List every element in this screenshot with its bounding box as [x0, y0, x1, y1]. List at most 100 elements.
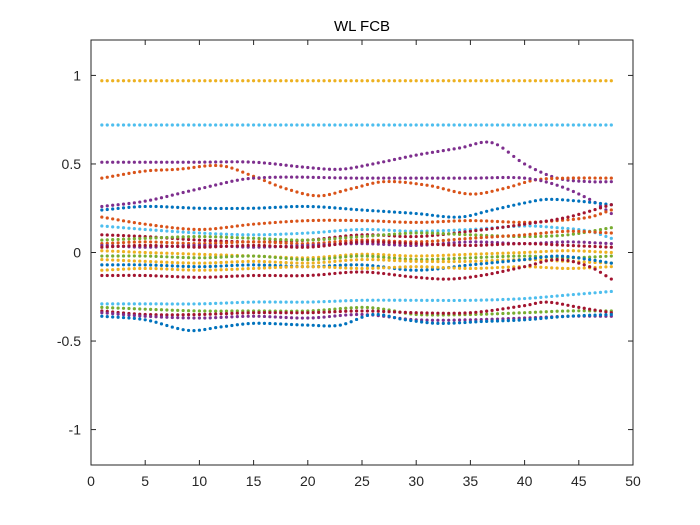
- data-point: [474, 79, 478, 83]
- data-point: [425, 176, 429, 180]
- data-point: [517, 297, 521, 301]
- data-point: [349, 166, 353, 170]
- data-series: [100, 175, 613, 216]
- data-point: [197, 309, 201, 313]
- data-point: [354, 263, 359, 267]
- data-point: [306, 300, 310, 304]
- data-point: [333, 324, 337, 328]
- data-point: [528, 179, 532, 183]
- data-point: [149, 266, 153, 271]
- data-point: [452, 243, 456, 247]
- data-point: [138, 240, 142, 244]
- data-point: [149, 168, 153, 173]
- data-point: [219, 268, 223, 272]
- data-point: [322, 324, 326, 328]
- data-point: [463, 259, 467, 264]
- data-point: [376, 252, 380, 257]
- data-point: [289, 316, 294, 320]
- data-point: [116, 273, 120, 278]
- data-point: [111, 238, 115, 242]
- data-point: [490, 259, 494, 263]
- data-point: [235, 323, 239, 327]
- data-point: [457, 215, 462, 219]
- data-point: [181, 245, 185, 249]
- data-point: [186, 256, 191, 260]
- data-point: [203, 238, 207, 242]
- data-point: [403, 211, 407, 215]
- data-point: [300, 175, 304, 179]
- data-point: [235, 206, 239, 211]
- data-point: [430, 239, 435, 243]
- data-point: [241, 267, 245, 271]
- data-point: [165, 302, 169, 306]
- data-point: [582, 123, 586, 127]
- data-point: [371, 162, 375, 166]
- data-series: [100, 312, 613, 333]
- data-point: [588, 249, 592, 253]
- data-point: [588, 240, 592, 245]
- data-point: [436, 253, 440, 258]
- data-point: [257, 266, 261, 270]
- data-point: [533, 123, 538, 127]
- data-point: [474, 219, 478, 223]
- data-point: [349, 218, 353, 223]
- data-point: [143, 79, 147, 83]
- data-point: [533, 177, 538, 182]
- data-point: [262, 240, 267, 244]
- data-point: [214, 123, 218, 127]
- data-point: [447, 148, 451, 152]
- axes-box: [90, 39, 634, 466]
- x-tick-label: 0: [87, 473, 95, 489]
- data-point: [252, 311, 256, 315]
- data-point: [544, 234, 548, 238]
- data-point: [311, 205, 315, 209]
- x-tick-label: 50: [625, 473, 641, 489]
- data-point: [306, 123, 310, 127]
- data-point: [165, 225, 169, 229]
- data-point: [604, 241, 608, 245]
- data-point: [192, 268, 196, 272]
- data-point: [609, 203, 613, 207]
- data-point: [582, 216, 586, 220]
- data-point: [105, 175, 109, 179]
- data-point: [430, 321, 435, 325]
- data-point: [235, 178, 239, 182]
- data-point: [485, 140, 489, 144]
- data-point: [550, 315, 554, 320]
- data-point: [382, 233, 386, 237]
- data-point: [159, 251, 164, 255]
- data-point: [425, 151, 429, 155]
- data-point: [333, 218, 337, 222]
- data-point: [501, 234, 505, 238]
- data-point: [403, 241, 407, 245]
- data-point: [588, 230, 592, 234]
- data-point: [365, 240, 370, 244]
- data-point: [452, 241, 456, 245]
- data-point: [246, 160, 250, 164]
- data-point: [365, 227, 370, 232]
- data-point: [512, 220, 516, 224]
- data-point: [327, 229, 332, 234]
- data-point: [268, 161, 272, 166]
- data-point: [143, 169, 147, 173]
- data-point: [425, 123, 429, 127]
- data-point: [382, 313, 386, 317]
- data-point: [252, 240, 256, 244]
- data-point: [170, 308, 174, 312]
- data-point: [284, 187, 288, 191]
- data-point: [387, 310, 391, 314]
- data-point: [197, 252, 201, 256]
- data-point: [457, 123, 462, 127]
- data-point: [138, 243, 142, 248]
- data-point: [306, 257, 310, 262]
- data-point: [501, 146, 505, 150]
- data-point: [479, 259, 483, 263]
- data-point: [235, 274, 239, 278]
- data-point: [273, 244, 277, 248]
- data-point: [338, 176, 342, 180]
- data-point: [447, 232, 451, 236]
- data-point: [230, 263, 234, 268]
- data-point: [154, 240, 158, 244]
- data-point: [571, 314, 575, 318]
- data-point: [365, 257, 370, 262]
